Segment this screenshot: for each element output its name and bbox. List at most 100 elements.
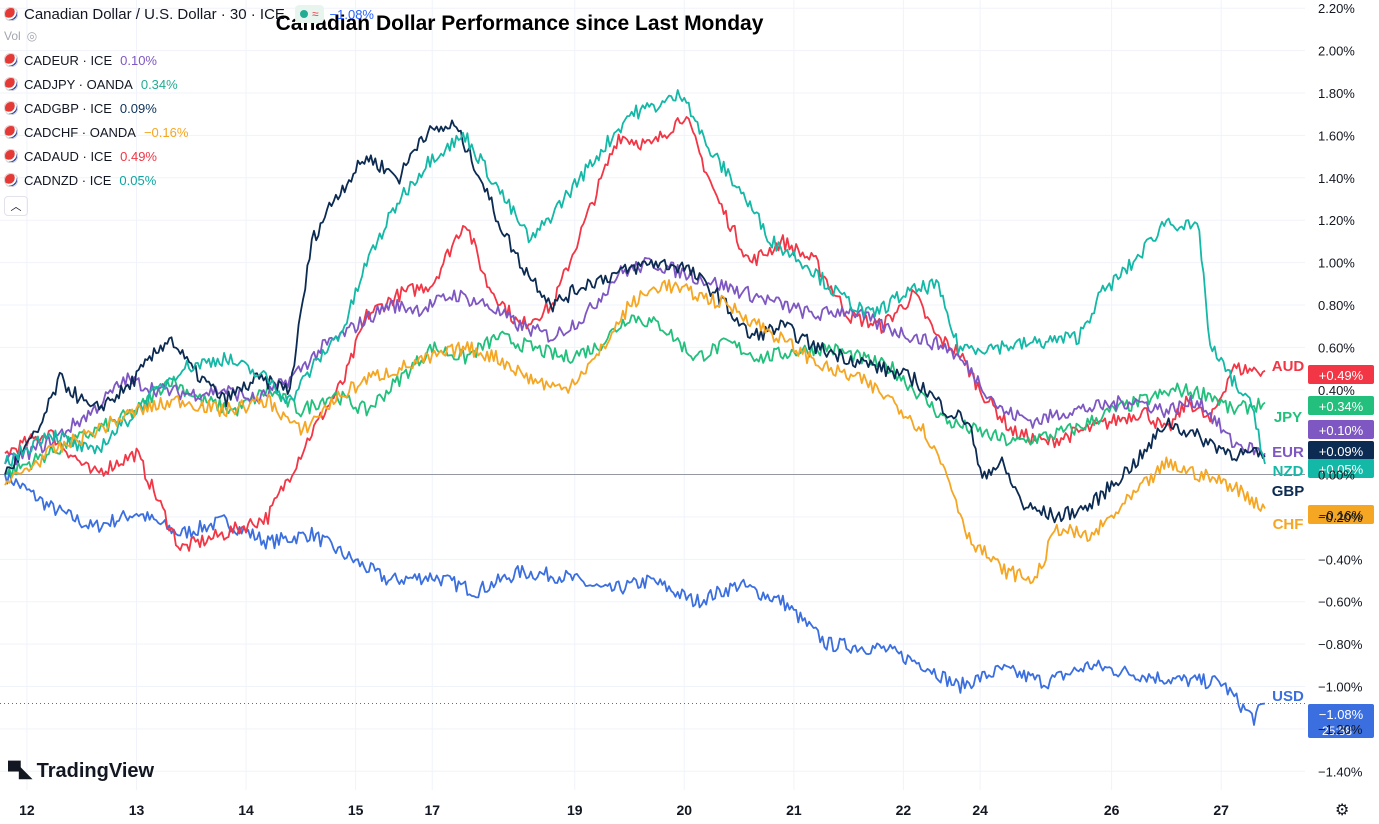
collapse-legend-button[interactable]: ︿ [4,196,28,216]
y-tick-label: −0.40% [1318,552,1363,567]
legend-item[interactable]: CADJPY · OANDA 0.34% [4,72,374,96]
chevron-up-icon: ︿ [10,201,22,213]
flag-icon [4,173,18,187]
legend-symbol: CADAUD · ICE [24,148,113,164]
series-line-aud [4,116,1266,552]
series-name-label: NZD [1273,463,1304,480]
legend-item[interactable]: CADNZD · ICE 0.05% [4,168,374,192]
main-symbol-row[interactable]: Canadian Dollar / U.S. Dollar · 30 · ICE… [4,4,374,24]
price-badge [1308,441,1374,460]
main-symbol-title: Canadian Dollar / U.S. Dollar · 30 · ICE [24,5,285,23]
series-name-label: AUD [1272,358,1305,375]
series-line-gbp [4,119,1266,524]
x-tick-label: 13 [129,802,145,818]
flag-icon [4,77,18,91]
flag-icon [4,125,18,139]
price-badge-text: −0.16% [1319,508,1364,523]
legend-symbol: CADNZD · ICE [24,172,112,188]
y-tick-label: 2.20% [1318,1,1355,16]
price-badge [1308,365,1374,384]
x-tick-label: 15 [348,802,364,818]
legend-item[interactable]: CADCHF · OANDA −0.16% [4,120,374,144]
y-tick-label: −0.20% [1318,510,1363,525]
vol-label: Vol [4,29,21,43]
y-tick-label: −1.00% [1318,680,1363,695]
legend-item[interactable]: CADAUD · ICE 0.49% [4,144,374,168]
gear-icon[interactable]: ⚙ [1335,802,1350,819]
volume-row[interactable]: Vol ◎ [4,24,374,48]
series-line-eur [4,257,1266,466]
flag-icon [4,53,18,67]
x-tick-label: 27 [1213,802,1229,818]
main-change: −1.08% [329,6,374,22]
logo-text: TradingView [36,760,155,782]
wave-icon: ≈ [311,7,319,21]
flag-icon [4,149,18,163]
y-axis[interactable]: 2.20% 2.00% 1.80% 1.60% 1.40% 1.20% 1.00% 0.80%… [1318,1,1363,779]
market-status-badge[interactable]: ≈ [294,5,324,23]
series-line-chf [4,279,1266,585]
eye-hidden-icon[interactable]: ◎ [26,29,38,43]
flag-icon [4,101,18,115]
legend-change: −0.16% [143,124,189,140]
y-tick-label: 1.60% [1318,128,1355,143]
series-line-usd [4,470,1266,726]
x-tick-label: 21 [786,802,802,818]
chart-title: Canadian Dollar Performance since Last M… [275,12,764,35]
x-tick-label: 26 [1104,802,1120,818]
legend-item[interactable]: CADGBP · ICE 0.09% [4,96,374,120]
price-badge [1308,420,1374,439]
price-badge-text: +0.05% [1319,462,1364,477]
series-name-label: CHF [1273,516,1304,533]
legend-change: 0.49% [120,148,157,164]
price-badge [1308,459,1374,478]
x-tick-label: 24 [972,802,988,818]
legend-symbol: CADJPY · OANDA [24,76,133,92]
x-axis[interactable]: 12 13 14 15 17 19 20 21 22 24 26 27 [19,802,1229,818]
series-line-nzd [4,89,1266,467]
price-badge-text: +0.09% [1319,444,1364,459]
tradingview-logo[interactable]: ▀◣ TradingView [8,760,154,783]
series-lines [4,89,1266,726]
series-name-label: EUR [1272,444,1304,461]
y-tick-label: −0.60% [1318,595,1363,610]
price-badge [1308,396,1374,415]
flag-icon [4,7,18,21]
x-tick-label: 12 [19,802,35,818]
legend-change: 0.10% [120,52,157,68]
price-badge-text: +0.10% [1319,423,1364,438]
y-tick-label: 1.20% [1318,213,1355,228]
y-tick-label: 1.00% [1318,256,1355,271]
price-badge [1308,704,1374,738]
series-name-label: USD [1272,688,1304,705]
x-tick-label: 20 [677,802,693,818]
legend-symbol: CADGBP · ICE [24,100,112,116]
x-tick-label: 14 [238,802,254,818]
x-tick-label: 19 [567,802,583,818]
y-tick-label: −1.20% [1318,722,1363,737]
legend: Canadian Dollar / U.S. Dollar · 30 · ICE… [4,4,374,216]
y-tick-label: 0.80% [1318,298,1355,313]
y-tick-label: −0.80% [1318,637,1363,652]
series-name-label: JPY [1274,409,1302,426]
price-badge [1308,505,1374,524]
y-tick-label: 0.60% [1318,340,1355,355]
legend-change: 0.05% [119,172,157,188]
price-badge-text: +0.49% [1319,368,1364,383]
y-tick-label: 1.80% [1318,86,1355,101]
status-dot-icon [299,10,308,18]
y-tick-label: 1.40% [1318,171,1355,186]
x-tick-label: 22 [896,802,912,818]
series-line-jpy [4,314,1266,479]
legend-change: 0.34% [140,76,178,92]
series-name-label: GBP [1272,483,1305,500]
legend-item[interactable]: CADEUR · ICE 0.10% [4,48,374,72]
y-tick-label: 0.40% [1318,383,1355,398]
y-tick-label: −1.40% [1318,764,1363,779]
x-tick-label: 17 [425,802,441,818]
y-tick-label: 2.00% [1318,44,1355,59]
price-badge-text: −1.08% [1319,707,1364,722]
legend-symbol: CADCHF · OANDA [24,124,136,140]
price-badge-text: +0.34% [1319,399,1364,414]
